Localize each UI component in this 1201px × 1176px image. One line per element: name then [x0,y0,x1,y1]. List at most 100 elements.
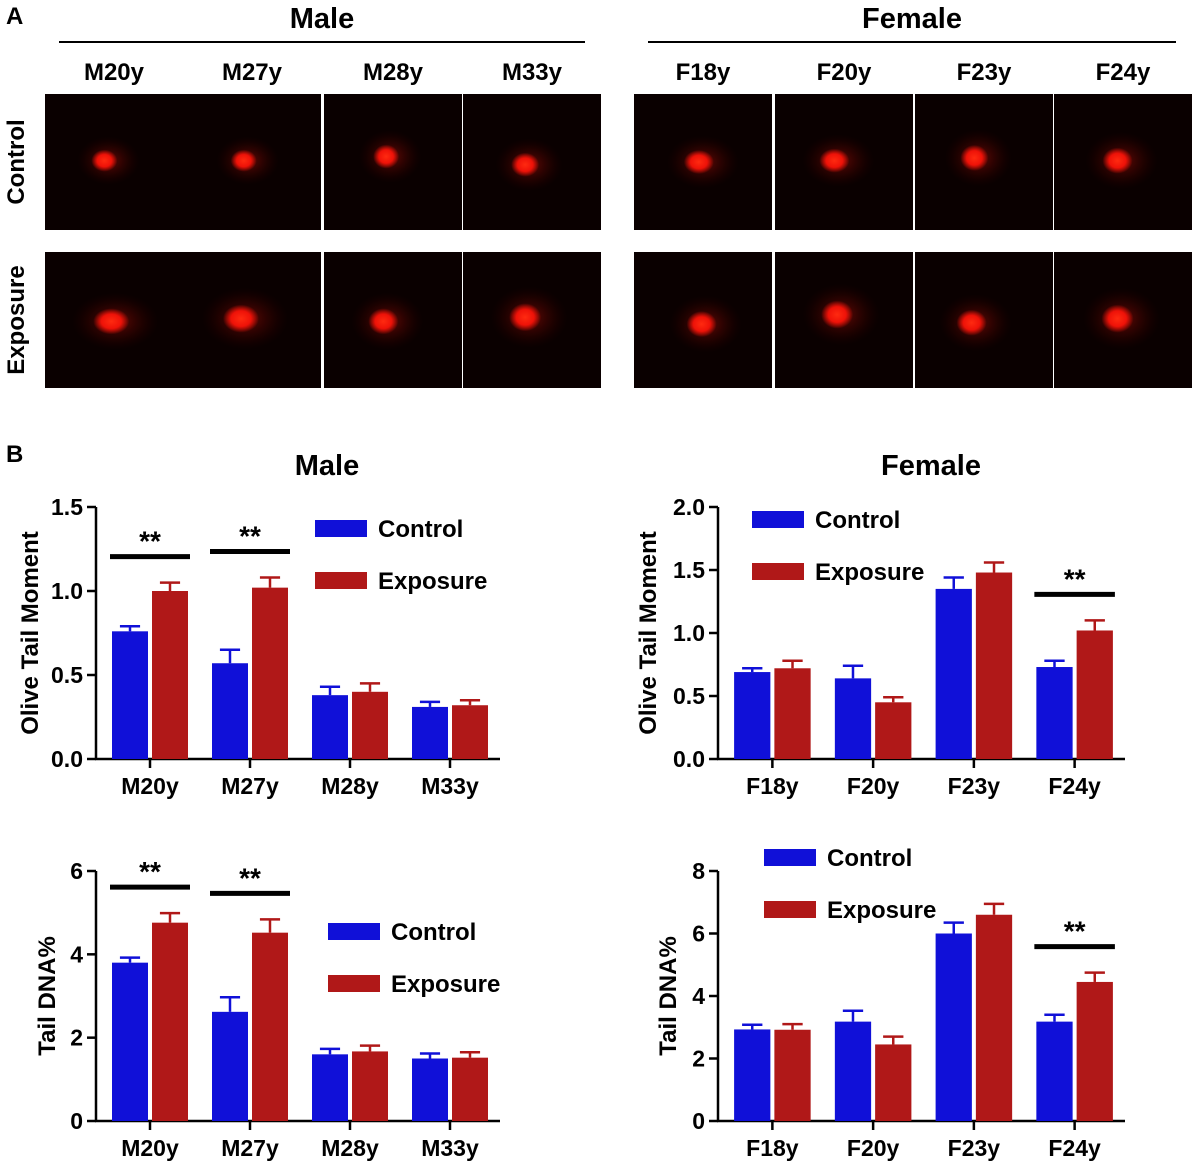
comet-head [1101,304,1134,333]
legend-label-control: Control [378,516,463,543]
comet-head [509,303,542,332]
y-tick-label: 0 [692,1108,705,1134]
micrograph-m27y-control [183,94,321,230]
bar-control-f24y [1036,1021,1073,1121]
micrograph-f20y-control [775,94,913,230]
y-tick-label: 4 [70,941,83,967]
significance-label: ** [139,856,161,887]
significance-label: ** [1064,563,1086,594]
bar-control-m20y [112,631,148,759]
panel-a-label: A [6,3,23,30]
bar-exposure-f18y [774,668,811,759]
bar-exposure-m28y [352,691,388,759]
x-tick-label: F18y [746,1135,799,1161]
bar-exposure-m20y [152,922,188,1121]
comet-head [373,144,400,169]
bar-control-f18y [734,1029,771,1121]
x-tick-label: F23y [948,1135,1001,1161]
comet-head [511,152,540,177]
significance-label: ** [239,521,261,552]
bar-exposure-f24y [1076,630,1113,759]
sample-label-m27y: M27y [222,59,283,86]
bar-control-m33y [412,706,448,759]
bar-control-f23y [935,588,972,759]
legend-label-control: Control [391,919,476,946]
y-tick-label: 1.5 [51,494,83,520]
x-tick-label: M28y [321,773,379,799]
row-label-exposure: Exposure [3,265,30,374]
bar-exposure-f18y [774,1029,811,1121]
sample-label-f24y: F24y [1096,59,1151,86]
y-axis-label: Olive Tail Moment [17,531,44,735]
legend-label-control: Control [815,507,900,534]
bar-control-m28y [312,695,348,759]
bar-exposure-m28y [352,1051,388,1121]
x-tick-label: F18y [746,773,799,799]
significance-label: ** [239,862,261,893]
bar-control-f23y [935,933,972,1121]
bar-control-f24y [1036,667,1073,759]
bar-exposure-m33y [452,1057,488,1121]
y-tick-label: 0.5 [673,683,705,709]
panel-b-label: B [6,441,23,468]
legend-label-control: Control [827,845,912,872]
micrograph-m33y-control [463,94,601,230]
comet-head [222,304,259,333]
y-tick-label: 2 [70,1025,83,1051]
micrograph-m20y-control [45,94,183,230]
micrograph-m28y-exposure [324,252,462,388]
y-axis-label: Tail DNA% [655,936,682,1056]
x-tick-label: M20y [121,773,179,799]
legend-swatch-control [764,849,816,866]
legend-label-exposure: Exposure [827,897,936,924]
bar-control-f20y [834,678,872,759]
bar-control-m20y [112,962,148,1121]
comet-head [93,308,130,335]
y-tick-label: 6 [70,858,83,884]
legend-swatch-exposure [315,572,367,589]
y-tick-label: 4 [692,983,705,1009]
micrograph-f23y-exposure [915,252,1053,388]
micrograph-m28y-control [324,94,462,230]
bar-exposure-m20y [152,591,188,759]
chart-title: Female [881,450,981,482]
sample-label-f23y: F23y [957,59,1012,86]
comet-head [821,300,854,329]
y-tick-label: 1.0 [51,578,83,604]
bar-exposure-f23y [975,914,1013,1121]
comet-head [956,309,987,336]
group-title-female: Female [862,3,962,35]
y-axis-label: Tail DNA% [34,936,61,1056]
bar-exposure-m33y [452,705,488,759]
comet-head [368,308,399,335]
group-title-male: Male [290,3,354,35]
y-tick-label: 6 [692,921,705,947]
chart-1: Male Olive Tail Moment 0.0 0.5 1.0 1.5 M20y M27… [17,450,500,799]
legend-swatch-control [328,923,380,940]
sample-label-f20y: F20y [817,59,872,86]
micrograph-f20y-exposure [775,252,913,388]
sample-label-m33y: M33y [502,59,563,86]
panel-a-micrographs: Male M20y M27y M28y M33y Female F18y F20y F23y F2… [3,3,1192,388]
micrograph-f24y-exposure [1054,252,1192,388]
y-tick-label: 0.5 [51,662,83,688]
bar-exposure-m27y [252,587,288,759]
y-tick-label: 0.0 [673,746,705,772]
comet-head [91,149,118,172]
legend-swatch-control [752,511,804,528]
row-label-control: Control [3,119,30,204]
micrograph-f18y-exposure [634,252,772,388]
x-tick-label: M33y [421,773,479,799]
x-tick-label: M27y [221,1135,279,1161]
y-tick-label: 0 [70,1108,83,1134]
y-tick-label: 8 [692,858,705,884]
legend-swatch-exposure [328,975,380,992]
chart-2: Female Olive Tail Moment 0.0 0.5 1.0 1.5 2.0 F1… [635,450,1125,799]
chart-title: Male [295,450,359,482]
x-tick-label: F24y [1048,773,1101,799]
x-tick-label: F23y [948,773,1001,799]
bar-control-f20y [834,1021,872,1121]
y-tick-label: 1.0 [673,620,705,646]
panel-b-charts: Male Olive Tail Moment 0.0 0.5 1.0 1.5 M20y M27… [17,450,1125,1161]
x-tick-label: F20y [847,773,900,799]
